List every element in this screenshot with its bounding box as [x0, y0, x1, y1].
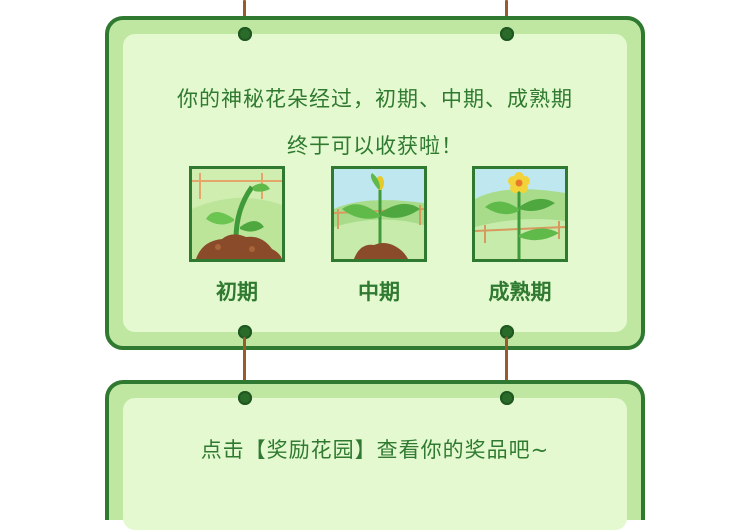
card1-bottom-peg-right: [500, 325, 514, 339]
rope-left-middle: [243, 337, 246, 393]
rope-right-top: [505, 0, 508, 28]
stage-early: 初期: [189, 166, 285, 306]
stage-middle: 中期: [331, 166, 427, 306]
rope-left-top: [243, 0, 246, 28]
card1-peg-left: [238, 27, 252, 41]
reward-garden-hint: 点击【奖励花园】查看你的奖品吧~: [200, 438, 550, 462]
stage-middle-label: 中期: [358, 280, 400, 304]
description-line-1: 你的神秘花朵经过，初期、中期、成熟期: [177, 87, 573, 111]
stage-mature-label: 成熟期: [488, 280, 552, 304]
stage-early-label: 初期: [216, 280, 258, 304]
flowering-plant-icon: [472, 166, 568, 262]
reward-garden-card: 点击【奖励花园】查看你的奖品吧~: [105, 380, 645, 530]
card1-peg-right: [500, 27, 514, 41]
description-line-2: 终于可以收获啦！: [287, 134, 463, 158]
card2-peg-left: [238, 391, 252, 405]
reward-garden-panel: 点击【奖励花园】查看你的奖品吧~: [123, 398, 627, 530]
growth-stages-card: 你的神秘花朵经过，初期、中期、成熟期 终于可以收获啦！: [105, 16, 645, 350]
card1-bottom-peg-left: [238, 325, 252, 339]
rope-right-middle: [505, 337, 508, 393]
stage-mature: 成熟期: [472, 166, 568, 306]
card2-peg-right: [500, 391, 514, 405]
growth-stages-panel: 你的神秘花朵经过，初期、中期、成熟期 终于可以收获啦！: [123, 34, 627, 332]
growing-plant-icon: [331, 166, 427, 262]
sprout-icon: [189, 166, 285, 262]
